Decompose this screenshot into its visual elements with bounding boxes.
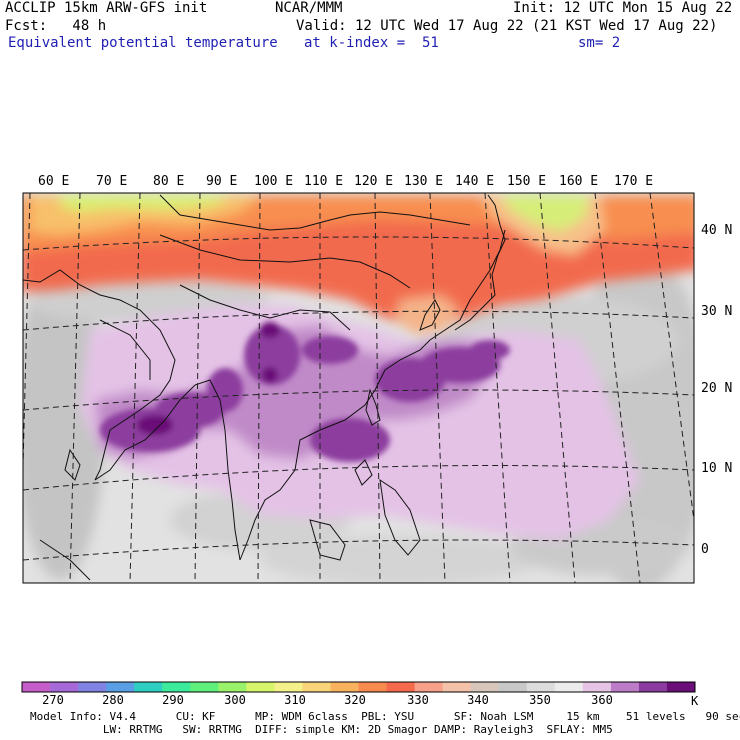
- colorbar-swatch: [442, 682, 472, 692]
- smoothing-label: sm= 2: [578, 35, 621, 51]
- lat-label: 0: [701, 542, 709, 557]
- lon-label: 130 E: [404, 174, 443, 189]
- colorbar-swatch: [470, 682, 500, 692]
- colorbar-tick-label: 320: [344, 693, 366, 707]
- model-info-line1: Model Info: V4.4 CU: KF MP: WDM 6class P…: [30, 710, 740, 723]
- colorbar-tick-label: 350: [529, 693, 551, 707]
- colorbar-swatch: [638, 682, 668, 692]
- coastlines: [23, 194, 506, 581]
- colorbar-swatch: [162, 682, 191, 692]
- colorbar-swatch: [50, 682, 79, 692]
- org-label: NCAR/MMM: [275, 0, 343, 16]
- colorbar-tick-label: 310: [284, 693, 306, 707]
- init-time: Init: 12 UTC Mon 15 Aug 22: [513, 0, 733, 16]
- colorbar-swatch: [610, 682, 640, 692]
- colorbar-swatch: [554, 682, 584, 692]
- colorbar-swatch: [526, 682, 556, 692]
- model-title: ACCLIP 15km ARW-GFS init: [5, 0, 208, 16]
- lon-label: 170 E: [614, 174, 653, 189]
- colorbar-swatch: [330, 682, 359, 692]
- lat-label: 10 N: [701, 461, 732, 476]
- colorbar-tick-label: 300: [224, 693, 246, 707]
- colorbar-swatch: [190, 682, 219, 692]
- lat-labels: 40 N 30 N 20 N 10 N 0: [701, 223, 732, 557]
- colorbar-swatch: [358, 682, 388, 692]
- colorbar-swatch: [302, 682, 331, 692]
- lon-label: 70 E: [96, 174, 127, 189]
- colorbar-swatch: [386, 682, 416, 692]
- lon-label: 80 E: [153, 174, 184, 189]
- lon-label: 120 E: [354, 174, 393, 189]
- lon-label: 100 E: [254, 174, 293, 189]
- level-label: at k-index = 51: [304, 35, 439, 51]
- lon-label: 90 E: [206, 174, 237, 189]
- field-name: Equivalent potential temperature: [8, 35, 278, 51]
- colorbar-unit: K: [691, 694, 699, 708]
- lat-label: 40 N: [701, 223, 732, 238]
- colorbar-swatch: [22, 682, 51, 692]
- map-field: [23, 193, 694, 583]
- colorbar-tick-label: 290: [162, 693, 184, 707]
- colorbar-swatch: [246, 682, 275, 692]
- valid-time: Valid: 12 UTC Wed 17 Aug 22 (21 KST Wed …: [296, 18, 718, 34]
- model-info-line2: LW: RRTMG SW: RRTMG DIFF: simple KM: 2D …: [30, 723, 613, 736]
- colorbar-swatch: [274, 682, 303, 692]
- colorbar-swatch: [498, 682, 528, 692]
- map-frame: [22, 192, 695, 584]
- colorbar-swatch: [78, 682, 107, 692]
- field-deep-purple-cells: [100, 322, 510, 462]
- forecast-hour: Fcst: 48 h: [5, 18, 107, 34]
- lon-labels: 60 E 70 E 80 E 90 E 100 E 110 E 120 E 13…: [38, 174, 653, 189]
- colorbar-tick-label: 280: [102, 693, 124, 707]
- colorbar-swatch: [582, 682, 612, 692]
- colorbar-frame: [21, 681, 696, 693]
- lat-label: 30 N: [701, 304, 732, 319]
- lon-label: 60 E: [38, 174, 69, 189]
- lat-label: 20 N: [701, 381, 732, 396]
- lon-label: 140 E: [455, 174, 494, 189]
- colorbar-swatch: [666, 682, 696, 692]
- colorbar-tick-label: 340: [467, 693, 489, 707]
- colorbar-swatch: [218, 682, 247, 692]
- colorbar-swatch: [134, 682, 163, 692]
- colorbar-swatch: [106, 682, 135, 692]
- colorbar-tick-label: 360: [591, 693, 613, 707]
- lon-label: 110 E: [304, 174, 343, 189]
- colorbar-tick-label: 330: [407, 693, 429, 707]
- lon-label: 160 E: [559, 174, 598, 189]
- lon-label: 150 E: [507, 174, 546, 189]
- field-warm-band: [23, 195, 694, 335]
- graticule: [23, 193, 694, 583]
- colorbar: [21, 681, 696, 693]
- colorbar-swatch: [414, 682, 444, 692]
- colorbar-tick-label: 270: [42, 693, 64, 707]
